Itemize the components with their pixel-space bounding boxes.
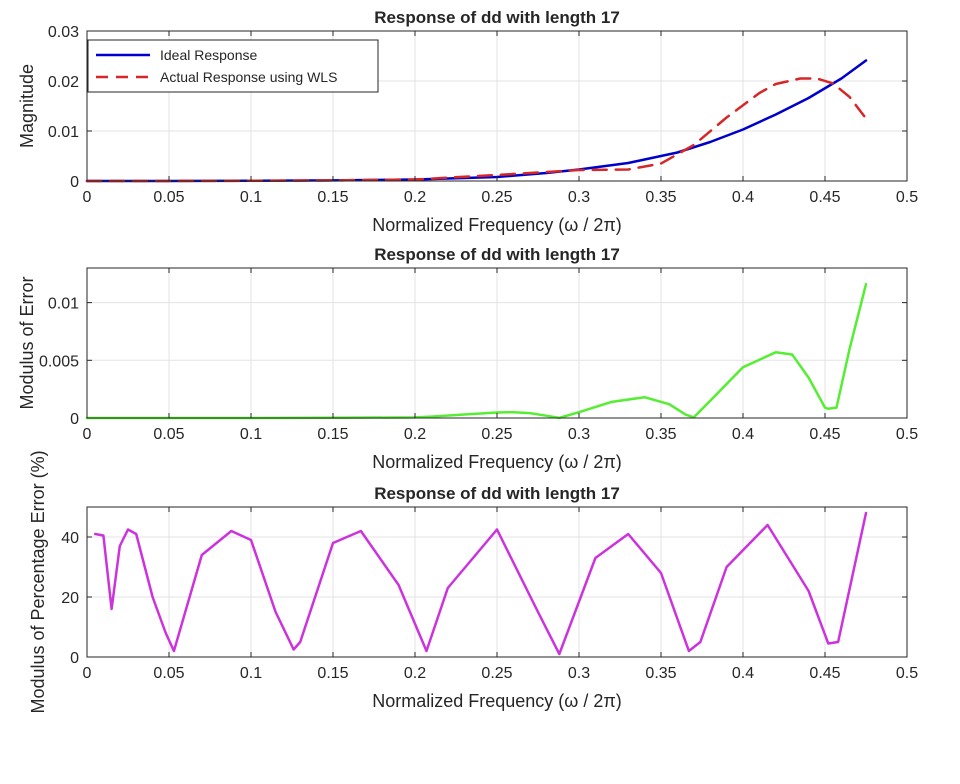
x-tick-label: 0.2 [404, 426, 426, 443]
x-tick-label: 0.5 [896, 426, 918, 443]
y-tick-label: 0 [70, 411, 79, 428]
chart-title: Response of dd with length 17 [374, 8, 620, 27]
x-tick-label: 0.35 [645, 665, 676, 682]
x-tick-label: 0.35 [645, 426, 676, 443]
y-tick-label: 0.03 [48, 24, 79, 41]
x-tick-label: 0.25 [481, 665, 512, 682]
x-tick-label: 0.1 [240, 665, 262, 682]
legend-label-2: Actual Response using WLS [160, 69, 337, 85]
y-axis-label: Magnitude [17, 64, 37, 148]
x-tick-label: 0.3 [568, 665, 590, 682]
x-tick-label: 0.1 [240, 189, 262, 206]
chart-title: Response of dd with length 17 [374, 245, 620, 264]
series-line-1 [85, 282, 868, 420]
chart-title: Response of dd with length 17 [374, 484, 620, 503]
x-tick-label: 0.45 [809, 665, 840, 682]
x-tick-label: 0.05 [153, 665, 184, 682]
chart-3: 0 0.05 0.1 0.15 0.2 0.25 0.3 0.35 0.4 0.45 0.5 0 20 4… [28, 450, 918, 713]
x-tick-label: 0 [83, 665, 92, 682]
legend: Ideal Response Actual Response using WLS [87, 39, 379, 93]
chart-1: 0 0.05 0.1 0.15 0.2 0.25 0.3 0.35 0.4 0.45 0.5 0 0.0… [17, 8, 918, 235]
y-tick-label: 0.01 [48, 296, 79, 313]
x-tick-label: 0 [83, 426, 92, 443]
x-tick-label: 0.25 [481, 189, 512, 206]
x-tick-label: 0.4 [732, 665, 754, 682]
x-tick-label: 0.25 [481, 426, 512, 443]
x-tick-label: 0.3 [568, 189, 590, 206]
series-line-2 [85, 77, 868, 183]
legend-label-1: Ideal Response [160, 47, 258, 63]
y-tick-label: 0.02 [48, 74, 79, 91]
x-tick-label: 0.4 [732, 426, 754, 443]
x-tick-label: 0.4 [732, 189, 754, 206]
y-tick-label: 0.01 [48, 124, 79, 141]
x-axis-label: Normalized Frequency (ω / 2π) [372, 452, 622, 472]
x-tick-label: 0.1 [240, 426, 262, 443]
x-axis-label: Normalized Frequency (ω / 2π) [372, 215, 622, 235]
y-tick-label: 0.005 [39, 353, 79, 370]
legend-box [87, 39, 379, 93]
x-tick-label: 0.15 [317, 189, 348, 206]
x-tick-label: 0.2 [404, 189, 426, 206]
x-tick-label: 0.05 [153, 426, 184, 443]
x-tick-label: 0.35 [645, 189, 676, 206]
y-tick-label: 20 [61, 590, 79, 607]
y-axis-label: Modulus of Error [17, 276, 37, 409]
series-line-1 [93, 511, 868, 656]
x-tick-label: 0.5 [896, 665, 918, 682]
chart-2: 0 0.05 0.1 0.15 0.2 0.25 0.3 0.35 0.4 0.45 0.5 0 0.0… [17, 245, 918, 472]
x-axis-label: Normalized Frequency (ω / 2π) [372, 691, 622, 711]
x-tick-label: 0.15 [317, 665, 348, 682]
x-tick-label: 0 [83, 189, 92, 206]
x-tick-label: 0.05 [153, 189, 184, 206]
x-tick-label: 0.45 [809, 426, 840, 443]
y-axis-label: Modulus of Percentage Error (%) [28, 450, 48, 713]
y-tick-label: 40 [61, 530, 79, 547]
y-tick-label: 0 [70, 650, 79, 667]
x-tick-label: 0.3 [568, 426, 590, 443]
x-tick-label: 0.2 [404, 665, 426, 682]
x-tick-label: 0.45 [809, 189, 840, 206]
y-tick-label: 0 [70, 174, 79, 191]
x-tick-label: 0.5 [896, 189, 918, 206]
x-tick-label: 0.15 [317, 426, 348, 443]
